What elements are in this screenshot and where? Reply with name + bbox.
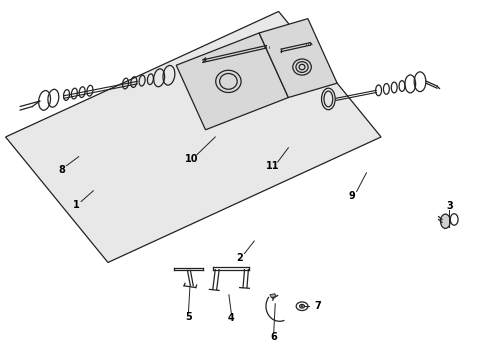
Text: 4: 4 [227, 313, 234, 323]
Text: 8: 8 [58, 165, 65, 175]
Polygon shape [269, 294, 276, 298]
Polygon shape [259, 19, 336, 98]
Text: 6: 6 [270, 332, 277, 342]
Text: 7: 7 [314, 301, 320, 311]
Text: 1: 1 [73, 200, 80, 210]
Text: 9: 9 [347, 191, 354, 201]
Text: 3: 3 [445, 201, 452, 211]
Ellipse shape [440, 214, 449, 228]
Polygon shape [176, 33, 288, 130]
Text: 2: 2 [236, 253, 243, 263]
Text: 11: 11 [265, 161, 279, 171]
Text: 5: 5 [184, 312, 191, 322]
Polygon shape [5, 12, 380, 262]
Text: 10: 10 [185, 154, 198, 164]
Ellipse shape [301, 306, 303, 307]
